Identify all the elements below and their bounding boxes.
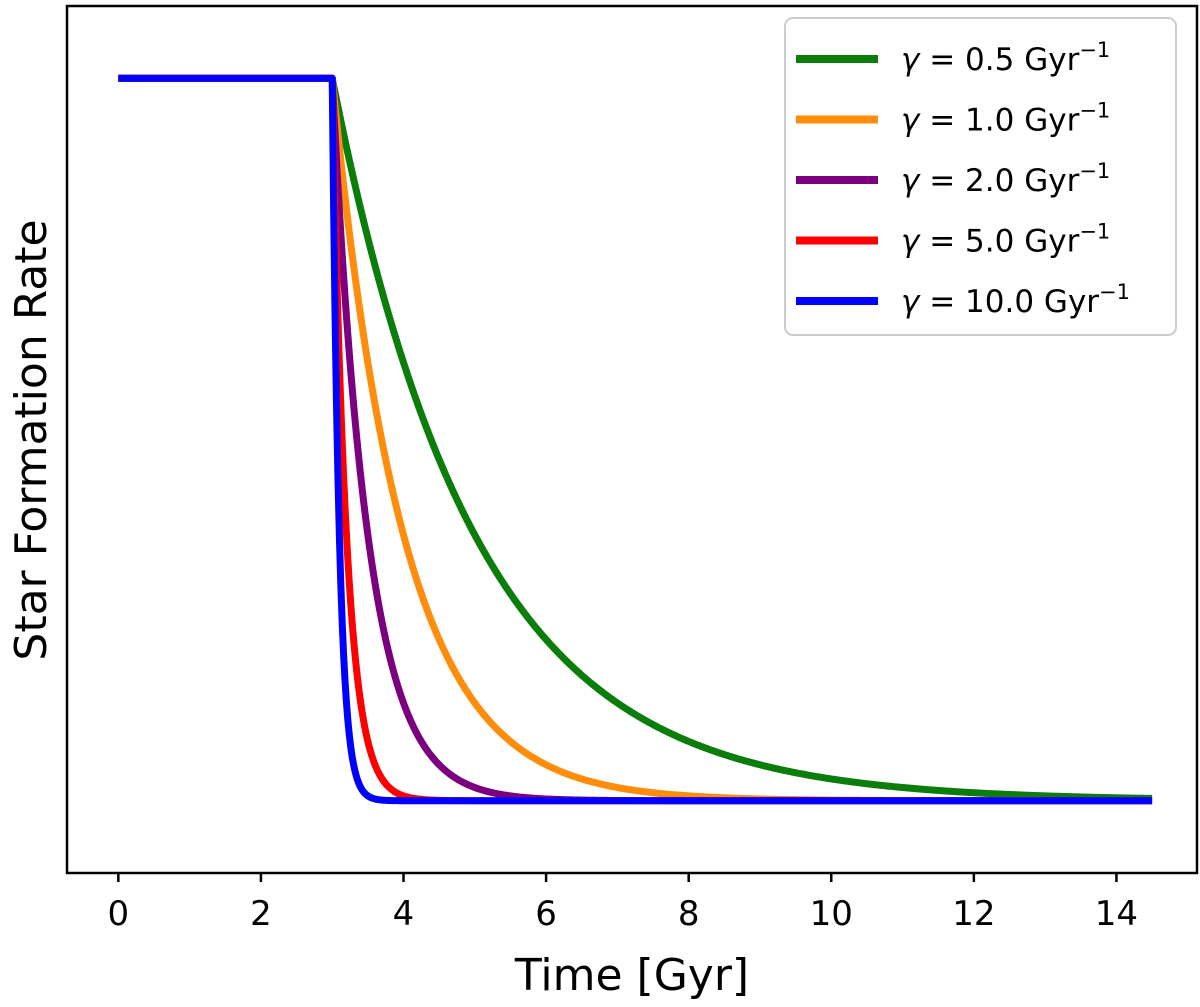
y-axis-label: Star Formation Rate — [6, 219, 57, 660]
series-line-4 — [116, 74, 1155, 805]
x-tick-label: 10 — [810, 894, 853, 934]
x-axis-label: Time [Gyr] — [514, 950, 749, 1001]
x-tick-label: 2 — [250, 894, 272, 934]
x-tick-label: 0 — [108, 894, 130, 934]
x-tick-label: 14 — [1095, 894, 1138, 934]
legend-label-1: γ = 1.0 Gyr−1 — [901, 99, 1110, 139]
legend-box — [784, 17, 1177, 336]
axes-frame — [65, 4, 1199, 875]
x-tick-label: 4 — [393, 894, 415, 934]
x-tick-label: 6 — [535, 894, 557, 934]
legend-label-2: γ = 2.0 Gyr−1 — [901, 159, 1110, 199]
legend-label-3: γ = 5.0 Gyr−1 — [901, 220, 1110, 260]
legend-label-4: γ = 10.0 Gyr−1 — [901, 280, 1130, 320]
legend: γ = 0.5 Gyr−1 γ = 1.0 Gyr−1 γ = 2.0 Gyr−1 γ… — [784, 17, 1177, 336]
legend-label-0: γ = 0.5 Gyr−1 — [901, 38, 1110, 78]
x-tick-label: 8 — [678, 894, 700, 934]
x-tick-label: 12 — [952, 894, 995, 934]
series-layer — [116, 74, 1155, 805]
x-ticks: 0 2 4 6 8 10 12 14 — [108, 873, 1138, 934]
